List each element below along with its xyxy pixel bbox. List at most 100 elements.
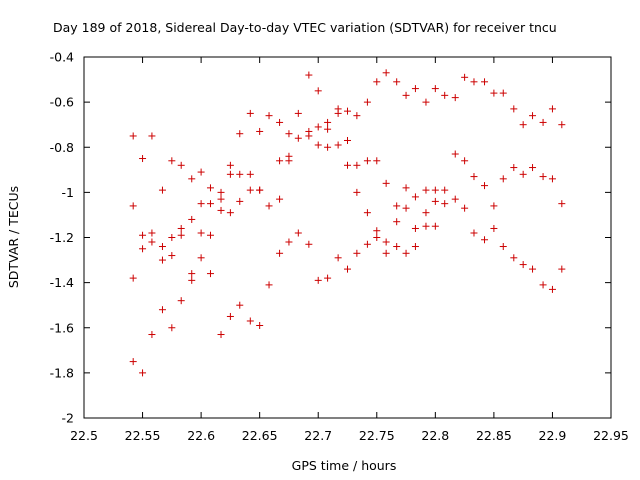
data-point <box>139 155 147 163</box>
y-tick-label: -1 <box>62 185 74 200</box>
y-tick-label: -0.4 <box>50 50 74 65</box>
data-point <box>539 118 547 126</box>
data-point <box>206 184 214 192</box>
data-point <box>334 141 342 149</box>
data-point <box>334 109 342 117</box>
data-point <box>148 331 156 339</box>
data-point <box>363 98 371 106</box>
data-point <box>206 200 214 208</box>
data-point <box>393 78 401 86</box>
data-point <box>324 143 332 151</box>
y-tick-label: -1.8 <box>50 365 74 380</box>
data-point <box>422 186 430 194</box>
data-point <box>168 157 176 165</box>
data-point <box>470 173 478 181</box>
data-point <box>510 105 518 113</box>
data-point <box>422 209 430 217</box>
data-point <box>393 243 401 251</box>
data-point <box>177 224 185 232</box>
data-point <box>324 118 332 126</box>
data-point <box>363 157 371 165</box>
data-point <box>256 127 264 135</box>
data-point <box>353 249 361 257</box>
x-tick-label: 22.9 <box>539 428 567 443</box>
data-point <box>461 204 469 212</box>
data-point <box>353 112 361 120</box>
data-point <box>344 107 351 115</box>
data-point <box>256 186 264 194</box>
data-point <box>461 73 469 81</box>
data-point <box>422 98 430 106</box>
x-tick-label: 22.7 <box>304 428 332 443</box>
data-point <box>393 202 401 210</box>
data-point <box>148 229 156 237</box>
data-point <box>490 202 498 210</box>
data-point <box>382 238 390 246</box>
data-point <box>353 188 361 196</box>
data-point <box>217 195 225 203</box>
data-point <box>226 312 234 320</box>
data-point <box>217 188 225 196</box>
x-axis-label: GPS time / hours <box>292 458 397 473</box>
x-tick-label: 22.65 <box>242 428 278 443</box>
data-point <box>197 254 205 262</box>
data-point <box>226 209 234 217</box>
data-point <box>177 297 185 305</box>
data-point <box>188 270 196 278</box>
data-point <box>470 229 478 237</box>
data-point <box>206 231 214 239</box>
data-point <box>548 285 556 293</box>
data-point <box>490 224 498 232</box>
data-point <box>441 200 449 208</box>
data-point <box>441 91 449 99</box>
data-point <box>246 109 254 117</box>
data-point <box>139 231 147 239</box>
data-point <box>158 256 166 264</box>
data-point <box>158 243 166 251</box>
data-point <box>431 197 439 205</box>
data-point <box>246 317 254 325</box>
data-point <box>558 121 566 129</box>
data-point <box>402 204 410 212</box>
y-tick-label: -0.6 <box>50 95 74 110</box>
data-point <box>461 157 469 165</box>
data-point <box>411 85 419 93</box>
data-point <box>344 265 351 273</box>
data-point <box>217 331 225 339</box>
data-point <box>168 252 176 260</box>
data-point <box>382 249 390 257</box>
data-point <box>197 229 205 237</box>
data-point <box>519 121 527 129</box>
data-point <box>139 245 147 253</box>
data-point <box>548 105 556 113</box>
data-point <box>539 173 547 181</box>
data-point <box>276 195 284 203</box>
x-tick-label: 22.85 <box>476 428 512 443</box>
data-point <box>236 130 244 138</box>
y-tick-labels: -2 -1.8 -1.6 -1.4 -1.2 -1 -0.8 -0.6 -0.4 <box>50 50 74 426</box>
x-tick-label: 22.75 <box>359 428 395 443</box>
y-tick-label: -1.4 <box>50 275 74 290</box>
data-point <box>481 78 489 86</box>
data-point <box>519 261 527 269</box>
data-point <box>236 170 244 178</box>
data-point <box>373 227 381 235</box>
data-point <box>294 229 302 237</box>
data-point <box>197 168 205 176</box>
axis-ticks <box>83 56 612 419</box>
y-axis-label: SDTVAR / TECUs <box>6 186 21 288</box>
data-point <box>265 281 273 289</box>
x-tick-label: 22.55 <box>125 428 161 443</box>
data-point <box>499 243 507 251</box>
data-point <box>324 125 332 133</box>
data-point <box>168 234 176 241</box>
data-point <box>158 186 166 194</box>
data-point <box>411 193 419 201</box>
data-point <box>314 276 322 284</box>
y-tick-label: -2 <box>62 411 74 426</box>
data-point <box>158 306 166 314</box>
data-point <box>168 324 176 332</box>
data-point <box>499 175 507 183</box>
data-point <box>529 164 537 172</box>
data-point <box>285 157 293 165</box>
